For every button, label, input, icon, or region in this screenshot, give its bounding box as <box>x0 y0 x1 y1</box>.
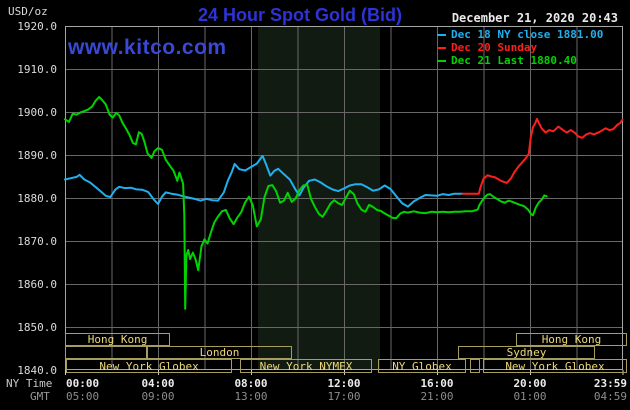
series-line-2 <box>64 96 548 310</box>
series-line-0 <box>64 154 464 208</box>
chart-legend: Dec 18 NY close 1881.00 Dec 20 Sunday Dec … <box>437 28 603 67</box>
y-axis-unit-label: USD/oz <box>8 5 48 18</box>
plot-border-rect <box>65 26 623 370</box>
series-line-1 <box>461 117 624 195</box>
x-axis-ticks <box>65 370 624 375</box>
legend-swatch <box>437 59 446 62</box>
price-series-lines <box>64 96 624 310</box>
chart-title: 24 Hour Spot Gold (Bid) <box>198 5 402 25</box>
legend-label: Dec 18 NY close 1881.00 <box>451 28 604 41</box>
kitco-watermark: www.kitco.com <box>68 36 227 59</box>
chart-datetime: December 21, 2020 20:43 <box>451 11 618 25</box>
legend-item: Dec 21 Last 1880.40 <box>437 54 603 67</box>
plot-border <box>65 26 623 370</box>
legend-item: Dec 20 Sunday <box>437 41 603 54</box>
legend-swatch <box>437 33 446 36</box>
legend-label: Dec 20 Sunday <box>451 41 538 54</box>
legend-item: Dec 18 NY close 1881.00 <box>437 28 603 41</box>
gridlines <box>65 26 623 370</box>
legend-swatch <box>437 46 446 49</box>
legend-label: Dec 21 Last 1880.40 <box>451 54 577 67</box>
